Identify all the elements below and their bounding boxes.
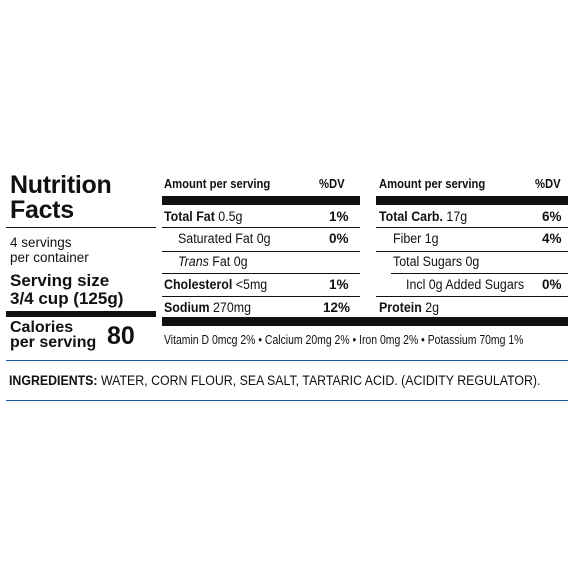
left-row-trans-fat: Trans Fat 0g <box>178 254 248 269</box>
right-row-fiber: Fiber 1g <box>393 231 439 246</box>
left-header-bar <box>162 196 360 205</box>
left-row-total-fat: Total Fat 0.5g <box>164 209 243 224</box>
calories-label: Calories per serving <box>10 319 97 351</box>
nutrition-facts-title: Nutrition Facts <box>10 171 112 224</box>
nutrition-facts-label: Nutrition Facts 4 servings per container… <box>6 170 568 405</box>
divider-blue <box>6 360 568 361</box>
left-header-dv: %DV <box>319 177 345 191</box>
row-divider <box>376 251 568 252</box>
divider <box>6 227 156 228</box>
left-row-cholesterol: Cholesterol <5mg <box>164 277 268 292</box>
row-divider <box>162 251 360 252</box>
right-header-amount: Amount per serving <box>379 177 486 191</box>
vitamins-minerals: Vitamin D 0mcg 2% • Calcium 20mg 2% • Ir… <box>164 333 524 347</box>
divider-blue <box>6 400 568 401</box>
thick-divider <box>6 311 156 317</box>
left-row-sodium-dv: 12% <box>323 300 351 315</box>
left-row-sodium: Sodium 270mg <box>164 300 251 315</box>
right-header-bar <box>376 196 568 205</box>
row-divider <box>162 273 360 274</box>
serving-size: Serving size 3/4 cup (125g) <box>10 271 124 308</box>
right-row-total-carb-dv: 6% <box>542 209 562 224</box>
right-row-total-carb: Total Carb. 17g <box>379 209 468 224</box>
right-row-protein: Protein 2g <box>379 300 440 315</box>
row-divider <box>391 273 568 274</box>
right-row-fiber-dv: 4% <box>542 231 562 246</box>
left-row-cholesterol-dv: 1% <box>329 277 349 292</box>
left-header-amount: Amount per serving <box>164 177 271 191</box>
servings-per-container: 4 servings per container <box>10 235 89 265</box>
right-row-added-sugars: Incl 0g Added Sugars <box>406 277 525 292</box>
row-divider <box>162 296 360 297</box>
tables-bottom-bar <box>162 317 568 326</box>
row-divider <box>376 296 568 297</box>
left-row-saturated-fat-dv: 0% <box>329 231 349 246</box>
calories-value: 80 <box>107 322 135 350</box>
row-divider <box>376 227 568 228</box>
right-row-added-sugars-dv: 0% <box>542 277 562 292</box>
right-row-total-sugars: Total Sugars 0g <box>393 254 480 269</box>
ingredients: INGREDIENTS: WATER, CORN FLOUR, SEA SALT… <box>9 373 541 388</box>
right-header-dv: %DV <box>535 177 561 191</box>
left-row-total-fat-dv: 1% <box>329 209 349 224</box>
left-row-saturated-fat: Saturated Fat 0g <box>178 231 271 246</box>
row-divider <box>162 227 360 228</box>
